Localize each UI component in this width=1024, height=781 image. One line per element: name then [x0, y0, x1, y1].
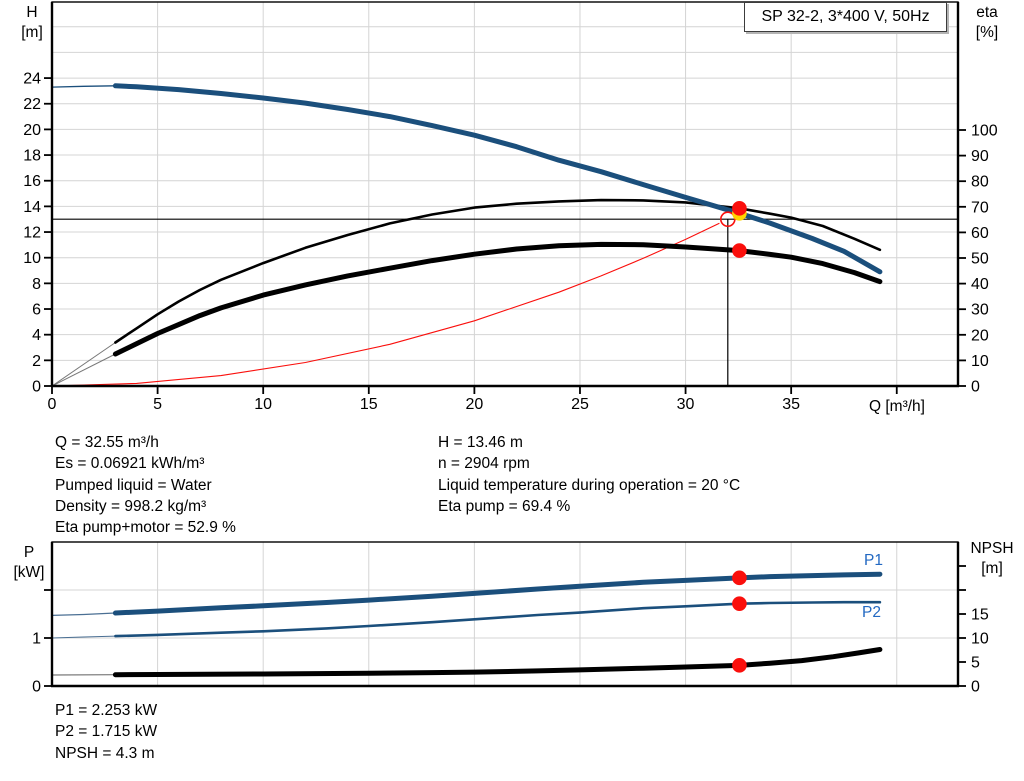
npsh-axis-title-line2: [m] — [981, 560, 1003, 577]
x-tick-label: 15 — [360, 396, 378, 413]
y_left-tick-label: 16 — [23, 173, 41, 190]
p2-curve-lead — [51, 635, 116, 639]
info-flow: Q = 32.55 m³/h — [55, 434, 159, 451]
pump-type-title-box: SP 32-2, 3*400 V, 50Hz — [744, 2, 947, 32]
info-eta-pump: Eta pump = 69.4 % — [438, 497, 571, 515]
y_right-tick-label: 100 — [971, 123, 998, 140]
y_left-tick-label: 8 — [32, 276, 41, 293]
y_right-tick-label: 90 — [971, 148, 989, 165]
info-speed: n = 2904 rpm — [438, 455, 530, 473]
info-eta-pump-motor: Eta pump+motor = 52.9 % — [55, 519, 236, 537]
info-p1: P1 = 2.253 kW — [55, 702, 158, 719]
info-block-bottom: P1 = 2.253 kW P2 = 1.715 kW NPSH = 4.3 m — [55, 700, 157, 764]
y_right-tick-label: 10 — [971, 631, 989, 648]
h-q-curve-lead — [51, 85, 116, 88]
p1-curve — [112, 571, 883, 616]
operating-point-p2 — [732, 596, 747, 611]
y_right-tick-label: 30 — [971, 302, 989, 319]
x-tick-label: 30 — [677, 396, 695, 413]
y_right-tick-label: 70 — [971, 199, 989, 216]
y_right-tick-label: 0 — [971, 679, 980, 696]
info-liquid-temperature: Liquid temperature during operation = 20… — [438, 476, 741, 494]
x-tick-label: 5 — [153, 396, 162, 413]
eta-pump-motor-curve-lead — [51, 353, 116, 387]
info-block-right: H = 13.46 m n = 2904 rpm Liquid temperat… — [438, 432, 740, 517]
p1-curve-lead — [51, 612, 116, 616]
operating-point-p1 — [732, 570, 747, 586]
eta-axis-title: eta [%] — [964, 3, 1010, 43]
y_left-tick-label: 6 — [32, 302, 41, 319]
y_left-tick-label: 18 — [23, 148, 41, 165]
h-axis-title-line2: [m] — [21, 24, 43, 41]
h-axis-title: H [m] — [10, 3, 54, 43]
x-tick-label: 10 — [254, 396, 272, 413]
eta-axis-title-line1: eta — [976, 4, 998, 21]
q-axis-title: Q [m³/h] — [869, 398, 925, 415]
p-axis-title: P [kW] — [6, 543, 52, 583]
info-pumped-liquid: Pumped liquid = Water — [55, 476, 212, 494]
p-axis-title-line2: [kW] — [13, 564, 45, 581]
y_left-tick-label: 0 — [32, 679, 41, 696]
y_left-tick-label: 24 — [23, 71, 41, 88]
eta-pump-curve — [114, 198, 882, 344]
x-tick-label: 20 — [465, 396, 483, 413]
h-q-curve — [112, 83, 883, 275]
operating-point-eta-pump-motor — [732, 243, 747, 258]
y_right-tick-label: 40 — [971, 276, 989, 293]
info-block-left: Q = 32.55 m³/h Es = 0.06921 kWh/m³ Pumpe… — [55, 432, 236, 538]
eta-axis-title-line2: [%] — [975, 24, 999, 41]
p2-curve — [114, 600, 882, 638]
y_left-tick-label: 10 — [23, 250, 41, 267]
duty-parabola — [51, 222, 720, 387]
info-npsh: NPSH = 4.3 m — [55, 744, 155, 762]
y_right-tick-label: 10 — [971, 353, 989, 370]
y_left-tick-label: 2 — [32, 353, 41, 370]
plot-border — [51, 1, 959, 387]
y_left-tick-label: 20 — [23, 122, 41, 139]
y_left-tick-label: 0 — [32, 379, 41, 396]
info-density: Density = 998.2 kg/m³ — [55, 497, 207, 515]
operating-point-npsh — [732, 658, 747, 673]
x-tick-label: 0 — [48, 396, 57, 413]
y_right-tick-label: 5 — [971, 655, 980, 672]
y_left-tick-label: 12 — [23, 225, 41, 242]
p1-curve-label: P1 — [864, 552, 883, 569]
info-head: H = 13.46 m — [438, 434, 523, 451]
x-tick-label: 35 — [782, 396, 800, 413]
npsh-axis-title-line1: NPSH — [970, 540, 1014, 557]
h-axis-title-line1: H — [26, 4, 38, 21]
npsh-axis-title: NPSH [m] — [962, 539, 1022, 579]
operating-point-eta-pump — [732, 201, 747, 216]
y_right-tick-label: 50 — [971, 251, 989, 268]
eta-pump-motor-curve — [112, 241, 883, 357]
duty-point-marker — [720, 211, 736, 228]
y_right-tick-label: 60 — [971, 225, 989, 242]
p2-curve-label: P2 — [862, 604, 881, 621]
y_right-tick-label: 80 — [971, 174, 989, 191]
info-p2: P2 = 1.715 kW — [55, 723, 158, 741]
y_left-tick-label: 4 — [32, 327, 41, 344]
npsh-curve — [112, 647, 883, 678]
x-tick-label: 25 — [571, 396, 589, 413]
y_right-tick-label: 20 — [971, 327, 989, 344]
plot-border — [51, 541, 959, 687]
y_left-tick-label: 22 — [23, 96, 41, 113]
p-axis-title-line1: P — [23, 544, 35, 561]
y_left-tick-label: 1 — [32, 631, 41, 648]
info-specific-energy: Es = 0.06921 kWh/m³ — [55, 455, 205, 473]
y_left-tick-label: 14 — [23, 199, 41, 216]
y_right-tick-label: 0 — [971, 379, 980, 396]
eta-pump-curve-lead — [51, 342, 116, 387]
y_right-tick-label: 15 — [971, 607, 989, 624]
